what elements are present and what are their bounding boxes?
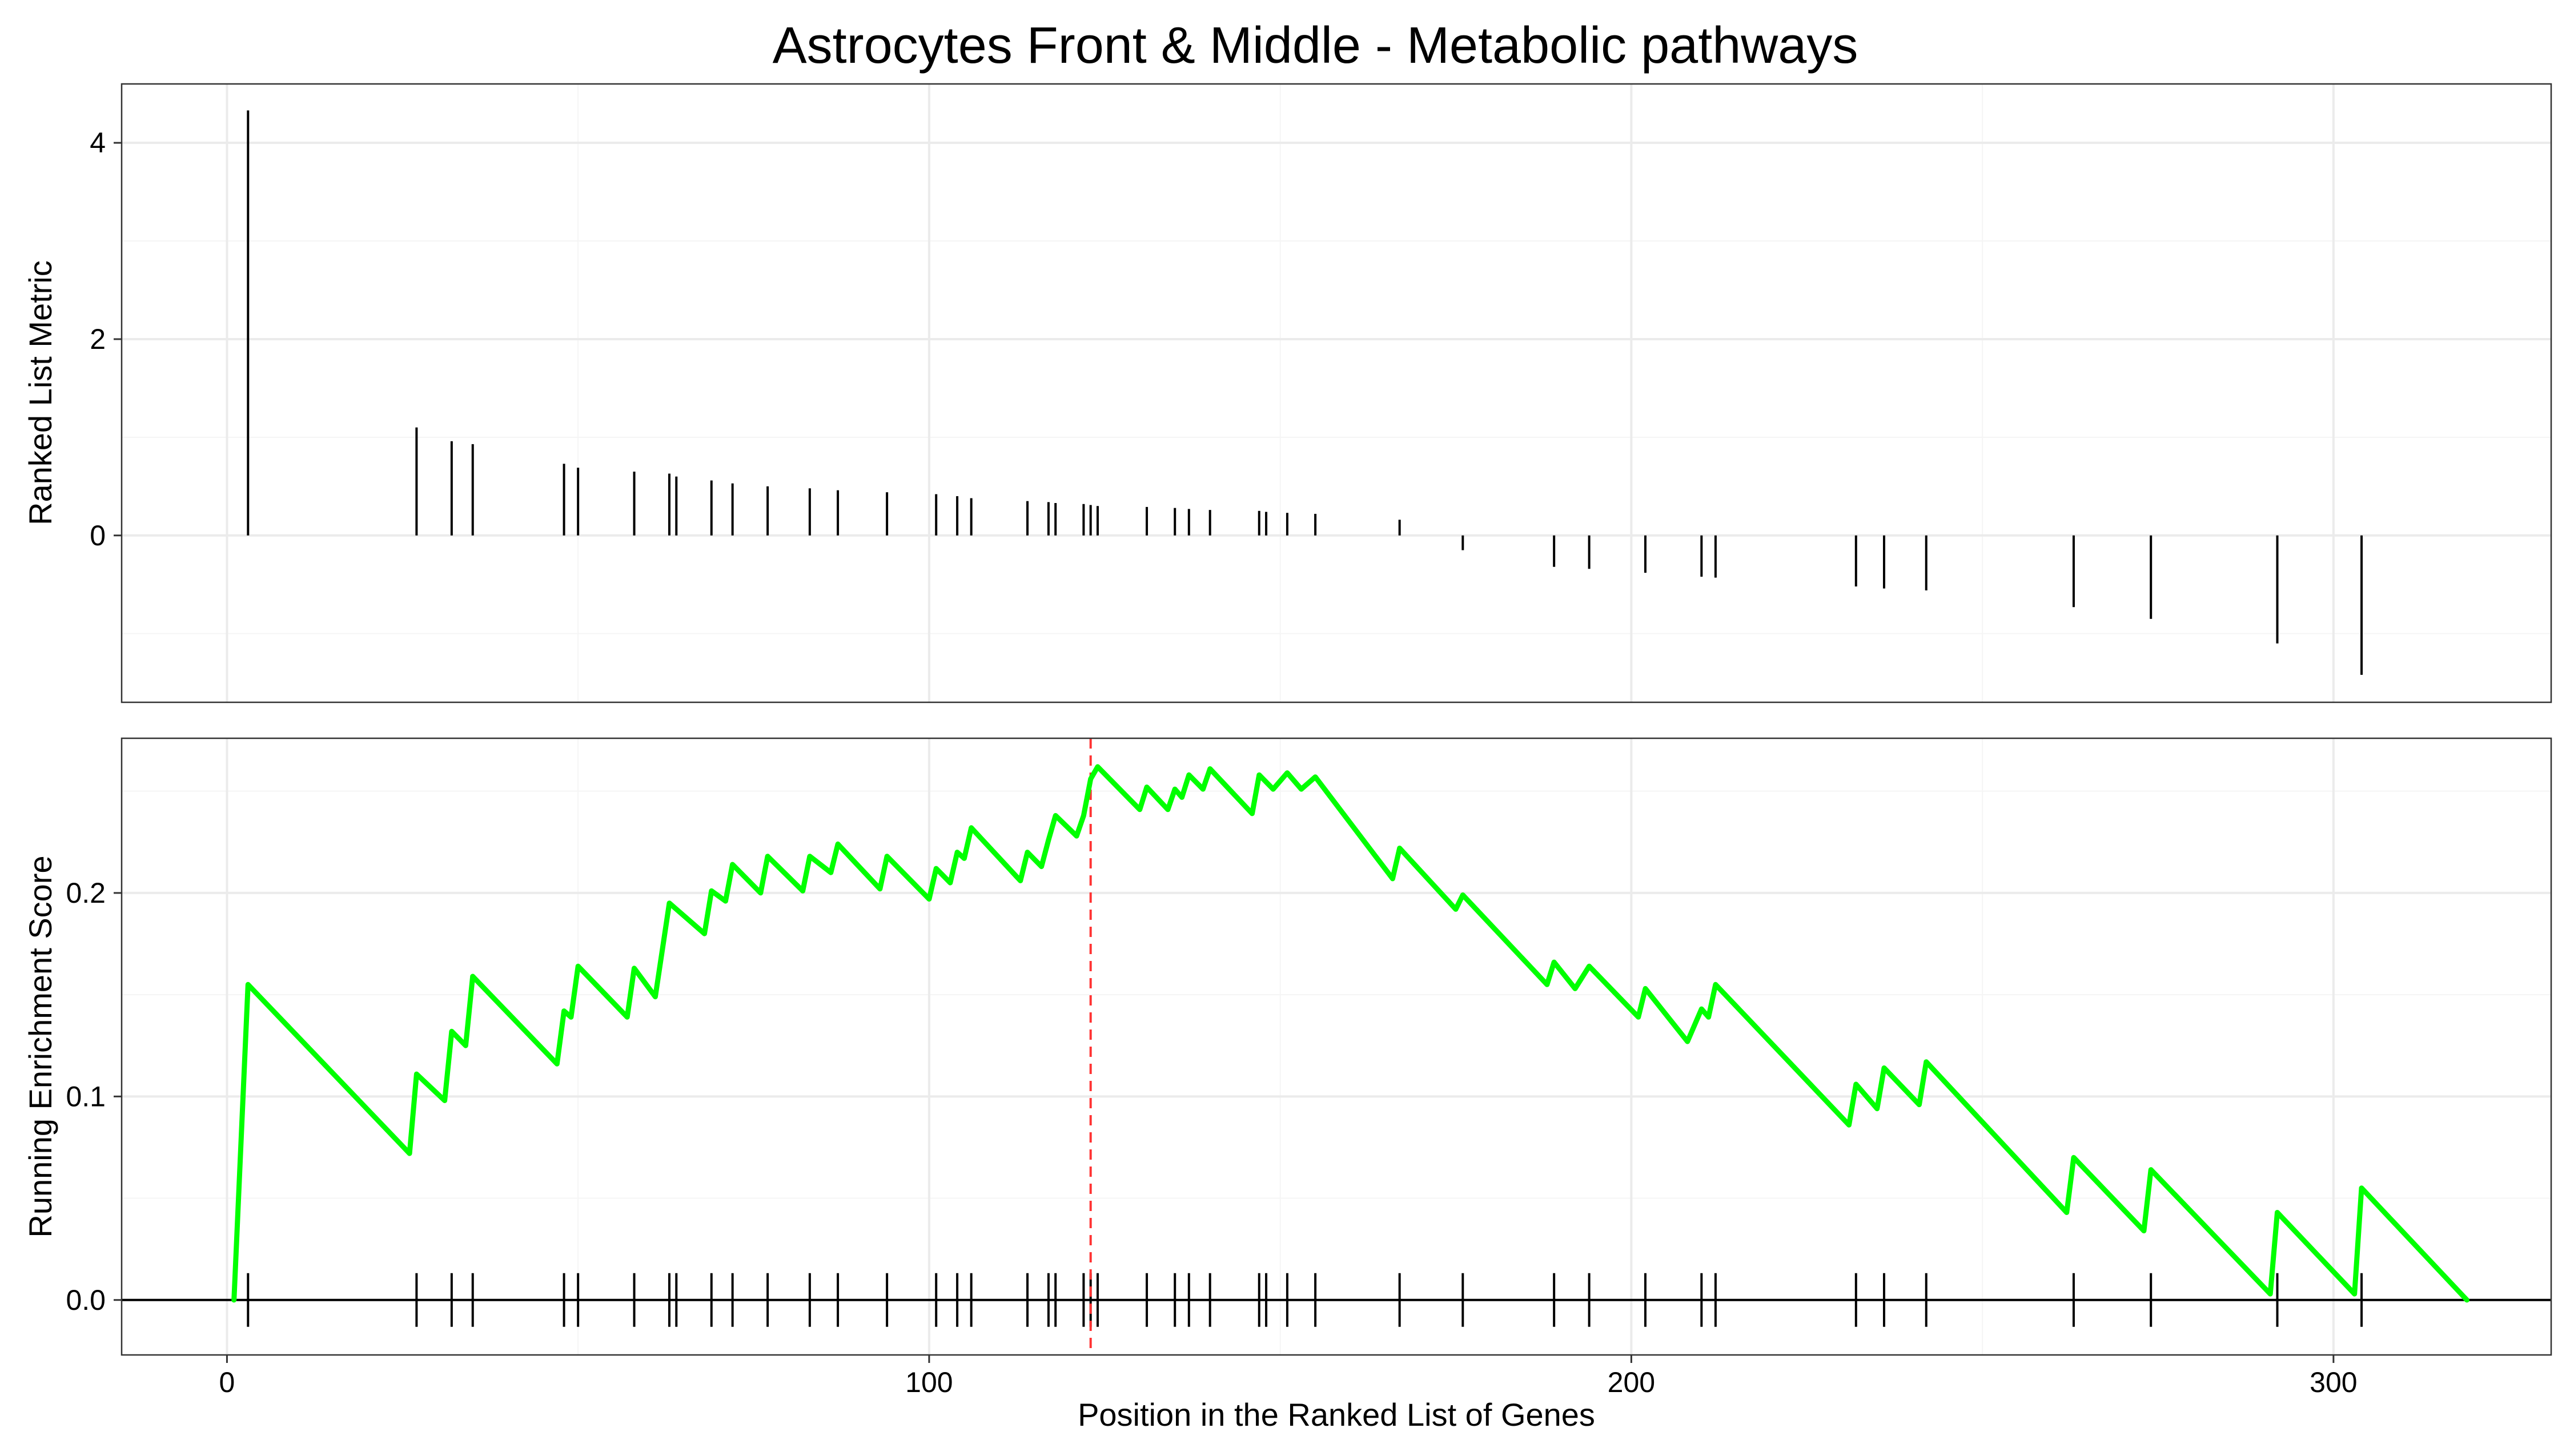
ranked-metric-bars xyxy=(247,110,2363,675)
ranked-metric-y-axis: 0 2 4 xyxy=(90,127,122,552)
ranked-metric-gridlines xyxy=(122,84,2551,702)
y-tick-label: 0.0 xyxy=(66,1284,106,1316)
gene-hit-marks xyxy=(247,1273,2363,1327)
y-tick-label: 0.1 xyxy=(66,1080,106,1112)
running-enrichment-y-axis-title: Running Enrichment Score xyxy=(22,855,58,1237)
x-tick-label: 200 xyxy=(1608,1366,1655,1398)
ranked-metric-panel: 0 2 4 xyxy=(90,83,2552,703)
y-tick-label: 0.2 xyxy=(66,877,106,909)
x-axis-title: Position in the Ranked List of Genes xyxy=(1078,1397,1595,1433)
x-tick-label: 0 xyxy=(219,1366,235,1398)
x-tick-label: 300 xyxy=(2310,1366,2357,1398)
running-enrichment-panel: 0.0 0.1 0.2 0 100 200 300 xyxy=(66,737,2552,1398)
y-tick-label: 4 xyxy=(90,127,106,159)
running-enrichment-y-axis: 0.0 0.1 0.2 xyxy=(66,877,122,1316)
chart-title: Astrocytes Front & Middle - Metabolic pa… xyxy=(773,17,1858,74)
x-tick-label: 100 xyxy=(905,1366,953,1398)
y-tick-label: 2 xyxy=(90,323,106,355)
running-enrichment-panel-border xyxy=(121,737,2552,1356)
running-enrichment-gridlines xyxy=(122,738,2551,1355)
x-axis: 0 100 200 300 xyxy=(219,1355,2358,1398)
ranked-metric-y-axis-title: Ranked List Metric xyxy=(22,260,58,525)
y-tick-label: 0 xyxy=(90,520,106,552)
ranked-metric-panel-border xyxy=(121,83,2552,703)
running-enrichment-line xyxy=(231,764,2469,1303)
